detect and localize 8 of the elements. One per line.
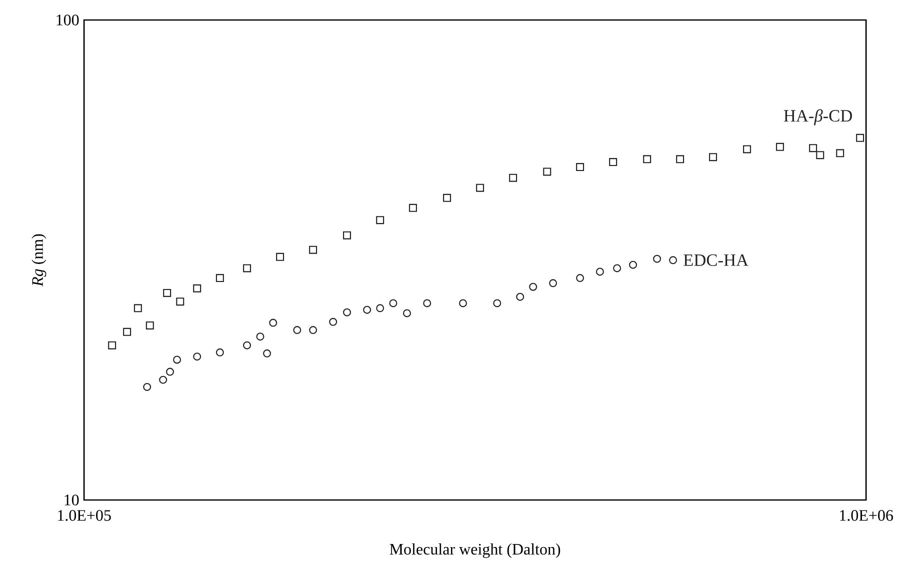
x-axis-title: Molecular weight (Dalton): [390, 543, 560, 558]
x-tick-label: 1.0E+06: [840, 510, 893, 521]
y-tick-label: 100: [56, 14, 79, 26]
series-label: EDC-HA: [684, 254, 748, 266]
x-tick-label: 1.0E+05: [58, 510, 111, 521]
series-label: HA-β-CD: [784, 109, 852, 126]
y-tick-label: 10: [64, 494, 79, 506]
y-axis-title: Rg (nm): [32, 234, 46, 287]
